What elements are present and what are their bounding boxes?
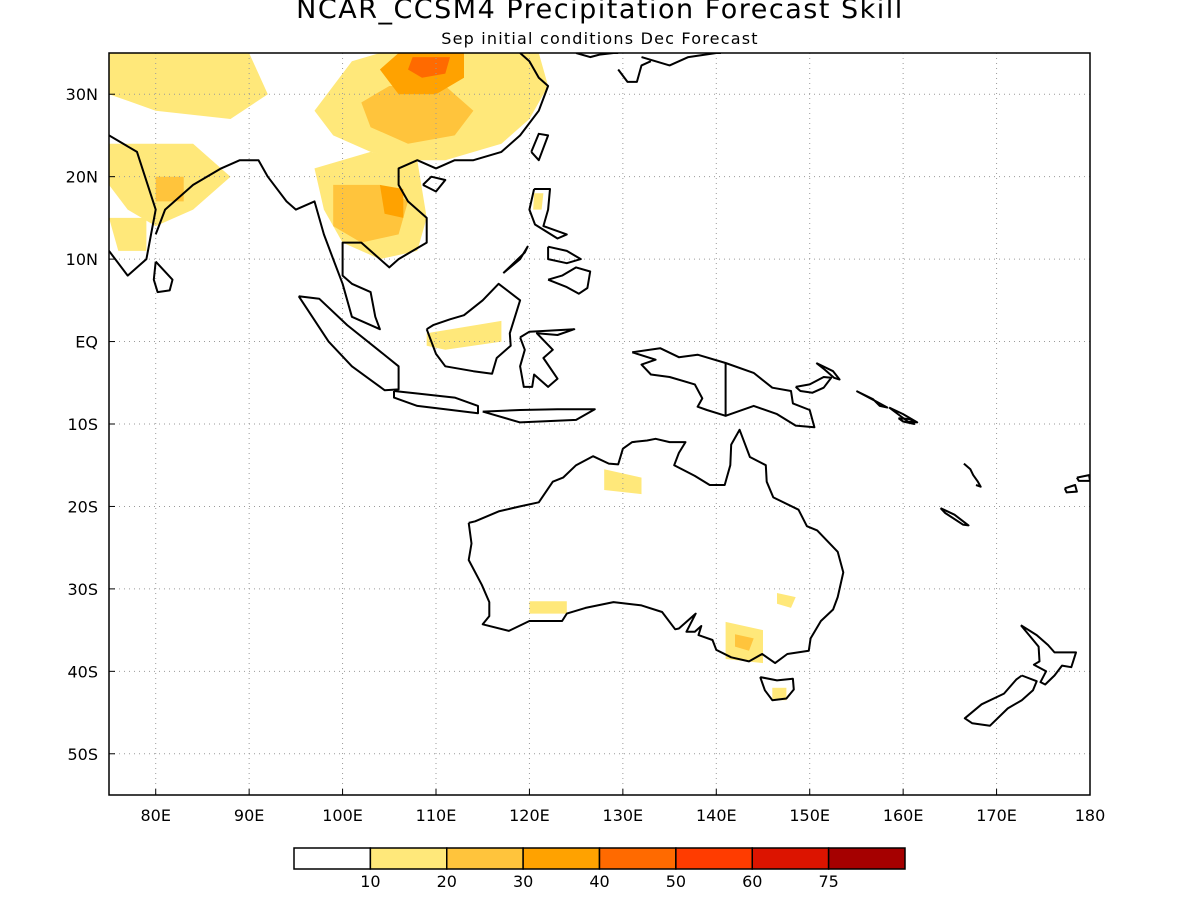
x-tick-label: 120E: [509, 806, 550, 825]
coastline-sulawesi: [519, 328, 576, 388]
coastline-india-east-coast: [154, 53, 550, 331]
coastline-japan-honshu: [641, 53, 721, 67]
colorbar-label: 10: [360, 872, 380, 891]
colorbar-swatch: [369, 847, 448, 870]
skill-region-india-east-core: [155, 176, 184, 202]
coastline-new-caledonia: [939, 507, 970, 527]
y-tick-label: 30S: [67, 580, 98, 599]
skill-region-tasmania: [772, 687, 787, 701]
coastline-palawan: [502, 245, 529, 274]
coastline-new-ireland: [815, 362, 841, 381]
y-tick-label: 10S: [67, 415, 98, 434]
skill-region-india-north: [109, 53, 268, 119]
x-tick-label: 160E: [883, 806, 924, 825]
skill-region-borneo: [426, 320, 502, 350]
skill-region-north-australia: [604, 469, 642, 495]
coastline-sumatra: [297, 295, 400, 392]
coastline-fiji: [1063, 484, 1078, 494]
x-tick-label: 170E: [976, 806, 1017, 825]
coastline-mindanao: [547, 266, 592, 295]
coastline-nz-north: [1020, 624, 1077, 686]
skill-region-great-australian-bight: [529, 601, 567, 614]
skill-region-nsw-inland: [777, 593, 796, 608]
colorbar-legend: 10 20 30 40 50 60 75: [293, 847, 906, 891]
colorbar-label: 75: [818, 872, 838, 891]
colorbar-label: 30: [513, 872, 533, 891]
colorbar-swatch: [751, 847, 830, 870]
coastline-fiji-2: [1076, 474, 1090, 482]
coastline-new-britain: [795, 376, 833, 394]
coastline-tasmania: [759, 676, 795, 702]
skill-region-philippines: [533, 193, 544, 210]
coastline-java: [393, 390, 479, 415]
x-tick-label: 180: [1075, 806, 1106, 825]
coastline-australia: [467, 428, 845, 665]
skill-region-india-south: [109, 217, 147, 251]
coastline-solomons: [855, 390, 889, 409]
y-tick-label: 30N: [66, 85, 98, 104]
coastline-sri-lanka: [152, 260, 174, 294]
coastline-japan-kyushu: [617, 60, 652, 83]
coastline-nz-south: [963, 674, 1038, 727]
coastline-solomons-2: [888, 406, 919, 424]
page-title: NCAR_CCSM4 Precipitation Forecast Skill: [296, 0, 904, 25]
x-tick-label: 150E: [789, 806, 830, 825]
coastline-layer: [109, 53, 1090, 727]
x-tick-label: 90E: [234, 806, 264, 825]
x-tick-label: 130E: [603, 806, 644, 825]
axis-tick-labels: 80E 90E 100E 110E 120E 130E 140E 150E 160E 170E 18…: [66, 85, 1106, 825]
colorbar-label: 40: [589, 872, 609, 891]
coastline-philippines-visayas: [547, 245, 582, 265]
x-tick-label: 140E: [696, 806, 737, 825]
colorbar-swatch: [293, 847, 372, 870]
graticule-grid: [109, 53, 1090, 795]
colorbar-label: 50: [666, 872, 686, 891]
y-tick-label: 50S: [67, 745, 98, 764]
page-subtitle: Sep initial conditions Dec Forecast: [441, 29, 759, 48]
colorbar-swatch: [827, 847, 906, 870]
coastline-asia-mainland: [109, 134, 157, 277]
colorbar-swatch: [446, 847, 524, 870]
coastline-taiwan: [530, 132, 550, 162]
colorbar-swatch: [598, 847, 677, 870]
y-tick-label: 10N: [66, 250, 98, 269]
x-tick-label: 100E: [322, 806, 363, 825]
coastline-borneo: [425, 282, 522, 375]
skill-shading-layer: [109, 53, 796, 701]
skill-region-southern-china-core: [361, 86, 474, 144]
skill-region-indochina-max: [379, 184, 404, 218]
coastline-korea: [575, 53, 619, 59]
colorbar-swatch: [522, 847, 601, 870]
colorbar-label: 20: [437, 872, 457, 891]
colorbar-label: 60: [742, 872, 762, 891]
y-tick-label: EQ: [75, 333, 98, 352]
coastline-lesser-sundas: [482, 408, 596, 424]
coastline-new-guinea: [631, 347, 816, 429]
x-tick-label: 110E: [416, 806, 457, 825]
skill-region-central-china-peak: [408, 57, 450, 78]
x-tick-label: 80E: [140, 806, 170, 825]
coastline-philippines-luzon: [528, 188, 568, 240]
coastline-solomons-3: [897, 417, 916, 425]
colorbar-swatch: [675, 847, 753, 870]
y-tick-label: 40S: [67, 662, 98, 681]
coastline-hainan: [422, 175, 447, 193]
coastline-vanuatu: [963, 462, 982, 488]
skill-region-victoria-core: [735, 634, 754, 651]
y-tick-label: 20S: [67, 497, 98, 516]
y-tick-label: 20N: [66, 168, 98, 187]
